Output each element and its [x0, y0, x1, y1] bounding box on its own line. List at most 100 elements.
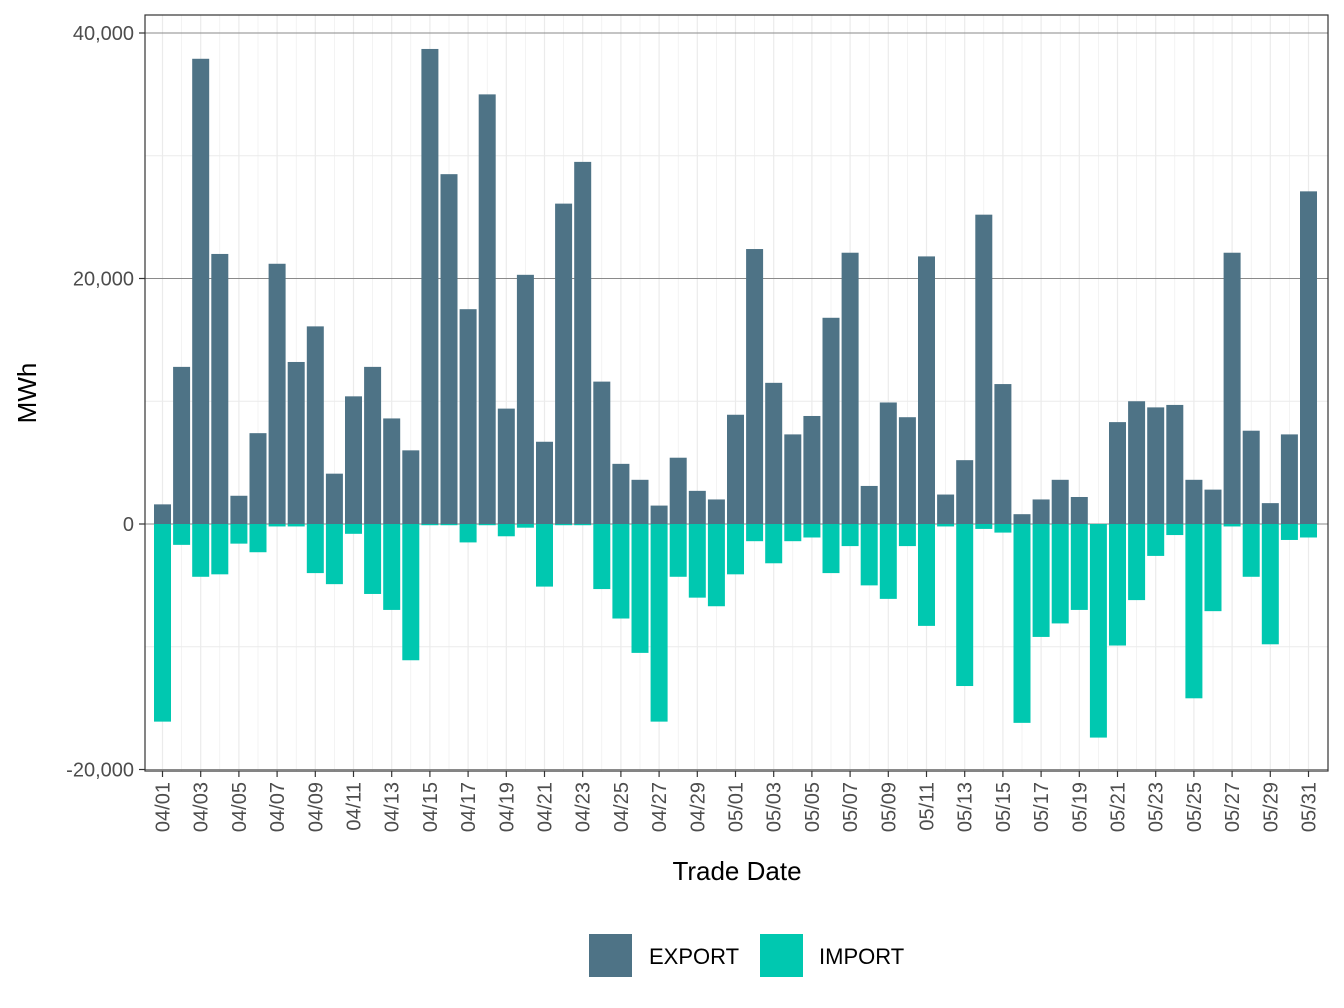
x-tick-label: 05/25: [1184, 782, 1206, 832]
bar-export-05-09: [879, 402, 897, 524]
x-tick-label: 04/03: [191, 782, 213, 832]
bar-import-04-26: [631, 524, 649, 653]
bar-export-04-14: [402, 450, 420, 524]
bar-export-05-04: [784, 434, 802, 524]
x-axis: 04/01 04/03 04/05 04/07 04/09 04/11 04/13 04/15…: [153, 771, 1321, 832]
bar-import-05-23: [1147, 524, 1165, 556]
bar-export-05-16: [1013, 514, 1031, 524]
bar-export-05-10: [898, 417, 916, 524]
x-tick-label: 04/19: [496, 782, 518, 832]
bar-export-05-08: [860, 485, 878, 524]
x-tick-label: 05/31: [1299, 782, 1321, 832]
x-tick-label: 04/11: [344, 782, 366, 831]
bar-export-04-21: [536, 441, 553, 524]
bar-import-05-09: [879, 524, 897, 599]
x-tick-label: 05/13: [955, 782, 977, 832]
bar-export-04-12: [364, 366, 382, 524]
x-tick-label: 04/17: [458, 782, 480, 832]
bar-export-04-07: [268, 263, 286, 524]
x-tick-label: 05/15: [993, 782, 1015, 832]
bar-export-04-20: [516, 274, 534, 524]
bar-export-04-17: [459, 309, 477, 524]
bar-export-05-06: [822, 317, 840, 524]
x-tick-label: 04/21: [535, 782, 557, 832]
bar-export-04-29: [688, 490, 706, 524]
bar-export-04-05: [230, 495, 248, 524]
bar-import-05-15: [994, 524, 1012, 533]
bar-export-04-22: [555, 203, 573, 524]
x-tick-label: 04/25: [611, 782, 633, 832]
plot-panel-border: [144, 14, 1329, 772]
bar-export-04-27: [650, 505, 668, 524]
bar-export-04-02: [173, 366, 191, 524]
bar-import-04-30: [707, 524, 725, 607]
x-tick-label: 05/07: [840, 782, 862, 832]
bar-import-04-04: [211, 524, 229, 575]
x-tick-label: 04/13: [382, 782, 404, 832]
bar-import-05-24: [1166, 524, 1184, 536]
x-tick-label: 05/27: [1222, 782, 1244, 832]
bar-import-04-10: [325, 524, 343, 585]
bar-export-05-22: [1128, 401, 1146, 524]
bar-export-05-05: [803, 415, 821, 524]
bar-export-04-19: [497, 408, 515, 524]
bars: [154, 48, 1317, 738]
bar-export-05-14: [975, 214, 993, 525]
bar-export-05-18: [1051, 479, 1069, 524]
bar-import-04-22: [555, 524, 573, 526]
bar-import-04-24: [593, 524, 611, 590]
bar-import-04-08: [287, 524, 305, 527]
bar-import-05-06: [822, 524, 840, 574]
bar-import-05-29: [1261, 524, 1279, 645]
bar-import-05-26: [1204, 524, 1222, 612]
bar-export-05-13: [956, 460, 974, 524]
bar-export-05-17: [1032, 499, 1050, 524]
bar-import-05-03: [765, 524, 783, 564]
x-tick-label: 05/01: [726, 782, 748, 832]
bar-import-05-02: [746, 524, 764, 542]
bar-export-04-10: [325, 473, 343, 524]
x-tick-label: 05/19: [1069, 782, 1091, 832]
bar-import-05-13: [956, 524, 974, 687]
x-tick-label: 04/27: [649, 782, 671, 832]
bar-import-04-20: [516, 524, 534, 528]
bar-import-04-06: [249, 524, 267, 553]
bar-import-04-02: [173, 524, 191, 545]
bar-import-05-01: [727, 524, 744, 575]
x-tick-label: 05/03: [764, 782, 786, 832]
bar-export-04-01: [154, 504, 171, 524]
bar-import-05-28: [1242, 524, 1260, 577]
bar-export-05-28: [1242, 430, 1260, 524]
bar-export-05-02: [746, 249, 764, 525]
x-tick-label: 04/23: [573, 782, 595, 832]
x-tick-label: 04/01: [153, 782, 175, 832]
bar-import-05-11: [918, 524, 935, 626]
bar-import-04-19: [497, 524, 515, 537]
bar-import-05-12: [937, 524, 955, 527]
bar-export-05-19: [1070, 496, 1088, 524]
y-tick-label: 40,000: [73, 23, 134, 45]
bar-import-05-04: [784, 524, 802, 542]
bar-import-05-17: [1032, 524, 1050, 637]
bar-export-05-25: [1185, 479, 1203, 524]
bar-import-05-25: [1185, 524, 1203, 699]
bar-export-05-30: [1280, 434, 1298, 524]
bar-export-05-11: [918, 256, 935, 524]
bar-export-04-11: [345, 396, 362, 524]
bar-export-04-24: [593, 381, 611, 524]
bar-import-04-25: [612, 524, 630, 619]
bar-import-05-08: [860, 524, 878, 586]
x-tick-label: 05/17: [1031, 782, 1053, 832]
bar-export-05-07: [841, 252, 859, 524]
y-tick-label: 20,000: [73, 269, 134, 291]
bar-import-05-05: [803, 524, 821, 538]
bar-import-04-12: [364, 524, 382, 594]
bar-export-04-13: [383, 418, 401, 524]
bar-import-04-16: [440, 524, 458, 526]
bar-import-05-14: [975, 524, 993, 529]
x-tick-label: 05/05: [802, 782, 824, 832]
x-tick-label: 04/15: [420, 782, 442, 832]
bar-import-05-10: [898, 524, 916, 547]
bar-export-04-08: [287, 361, 305, 524]
